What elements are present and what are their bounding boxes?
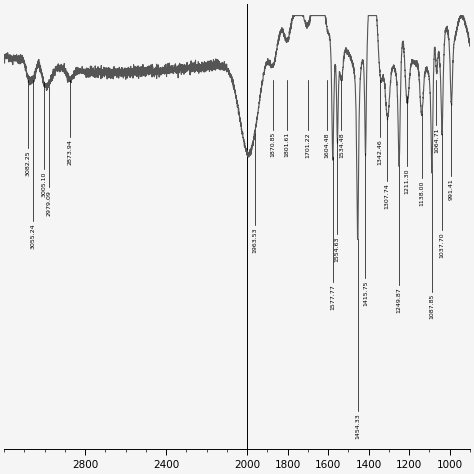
Text: 1554.63: 1554.63 xyxy=(335,237,340,262)
Text: 991.41: 991.41 xyxy=(449,179,454,201)
Text: 2979.09: 2979.09 xyxy=(46,190,51,216)
Text: 1211.30: 1211.30 xyxy=(404,168,410,194)
Text: 1415.75: 1415.75 xyxy=(363,281,368,306)
Text: 1577.77: 1577.77 xyxy=(330,284,335,310)
Text: 1604.48: 1604.48 xyxy=(325,132,330,157)
Text: 1801.61: 1801.61 xyxy=(285,132,290,157)
Text: 1087.85: 1087.85 xyxy=(429,294,434,319)
Text: 1138.00: 1138.00 xyxy=(419,180,424,206)
Text: 1249.87: 1249.87 xyxy=(396,287,401,313)
Text: 1701.22: 1701.22 xyxy=(305,132,310,158)
Text: 3055.24: 3055.24 xyxy=(31,223,36,249)
Text: 1037.70: 1037.70 xyxy=(439,233,445,258)
Text: 1534.48: 1534.48 xyxy=(339,132,344,158)
Text: 1342.46: 1342.46 xyxy=(378,139,383,164)
Text: 1064.71: 1064.71 xyxy=(434,128,439,153)
Text: 1307.74: 1307.74 xyxy=(385,183,390,210)
Text: 3005.10: 3005.10 xyxy=(41,171,46,197)
Text: 1963.53: 1963.53 xyxy=(252,228,257,254)
Text: 3082.25: 3082.25 xyxy=(26,150,30,176)
Text: 1454.33: 1454.33 xyxy=(355,413,360,438)
Text: 2873.94: 2873.94 xyxy=(68,139,73,165)
Text: 1870.85: 1870.85 xyxy=(271,132,276,157)
